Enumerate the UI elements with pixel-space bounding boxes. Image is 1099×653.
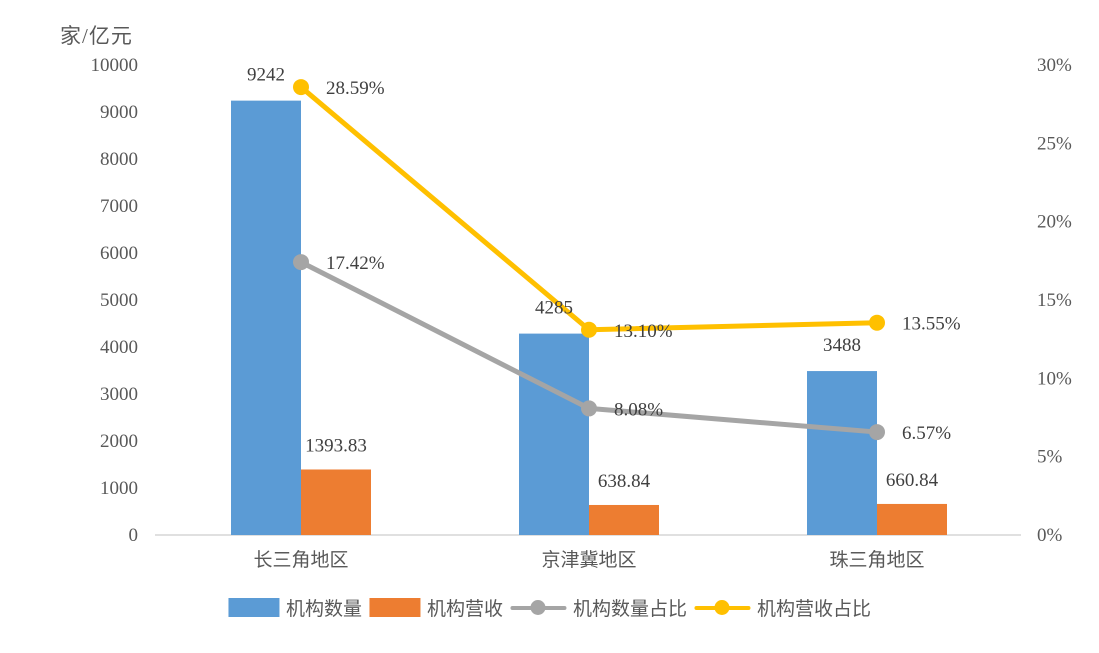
legend-label-institution-count: 机构数量 <box>285 599 362 620</box>
legend-line-dot <box>714 600 730 615</box>
point-institution-revenue-share-0 <box>293 79 309 96</box>
bar-institution-count-1 <box>519 333 589 535</box>
data-label-institution-count-share-2: 6.57% <box>902 423 951 444</box>
point-institution-revenue-share-2 <box>869 314 885 331</box>
legend-label-institution-revenue-share: 机构营收占比 <box>757 599 872 620</box>
category-label-2: 珠三角地区 <box>829 549 924 571</box>
bar-institution-revenue-0 <box>301 469 371 535</box>
left-axis-tick-10000: 10000 <box>91 55 139 76</box>
data-label-institution-count-share-0: 17.42% <box>326 253 385 274</box>
data-label-institution-count-1: 4285 <box>535 298 573 319</box>
right-axis-tick-10%: 10% <box>1037 368 1072 389</box>
legend-label-institution-count-share: 机构数量占比 <box>573 599 688 620</box>
right-axis-tick-25%: 25% <box>1037 133 1072 154</box>
legend-item-institution-count: 机构数量 <box>227 594 362 621</box>
bar-institution-revenue-1 <box>589 504 659 535</box>
legend-line-dot <box>530 600 545 615</box>
data-label-institution-revenue-2: 660.84 <box>886 470 939 491</box>
point-institution-count-share-0 <box>293 254 309 271</box>
left-axis-tick-2000: 2000 <box>100 431 138 452</box>
right-axis-tick-0%: 0% <box>1037 525 1063 546</box>
left-axis-tick-0: 0 <box>129 525 139 546</box>
left-axis-tick-7000: 7000 <box>100 196 138 217</box>
bar-institution-count-2 <box>807 371 877 535</box>
data-label-institution-revenue-share-1: 13.10% <box>614 321 673 342</box>
left-axis-tick-1000: 1000 <box>100 478 138 499</box>
right-axis-tick-20%: 20% <box>1037 212 1072 233</box>
data-label-institution-revenue-0: 1393.83 <box>305 435 367 456</box>
left-axis-tick-6000: 6000 <box>100 243 138 264</box>
bar-institution-count-0 <box>231 100 301 535</box>
legend-marker-institution-count-share <box>510 598 566 617</box>
line-institution-revenue-share <box>298 84 880 333</box>
data-label-institution-revenue-share-2: 13.55% <box>902 314 961 335</box>
right-axis-tick-30%: 30% <box>1037 55 1072 76</box>
data-label-institution-revenue-share-0: 28.59% <box>326 78 385 99</box>
left-axis-unit-label: 家/亿元 <box>60 24 133 48</box>
right-axis-tick-5%: 5% <box>1037 447 1063 468</box>
right-axis-tick-15%: 15% <box>1037 290 1072 311</box>
legend-swatch-institution-revenue <box>368 598 420 617</box>
legend-marker-institution-revenue-share <box>694 598 751 617</box>
legend-item-institution-revenue: 机构营收 <box>368 594 503 621</box>
left-axis-tick-9000: 9000 <box>100 102 138 123</box>
data-label-institution-count-2: 3488 <box>823 335 861 356</box>
bar-institution-revenue-2 <box>877 503 947 535</box>
left-axis-tick-3000: 3000 <box>100 384 138 405</box>
legend: 机构数量 机构营收 机构数量占比 机构营收占比 <box>227 594 871 621</box>
point-institution-count-share-1 <box>581 400 597 417</box>
left-axis-tick-5000: 5000 <box>100 290 138 311</box>
category-label-0: 长三角地区 <box>253 549 348 571</box>
legend-swatch-institution-count <box>227 598 279 617</box>
point-institution-count-share-2 <box>869 424 885 441</box>
data-label-institution-count-share-1: 8.08% <box>614 399 663 420</box>
data-label-institution-revenue-1: 638.84 <box>598 471 651 492</box>
point-institution-revenue-share-1 <box>581 321 597 338</box>
legend-label-institution-revenue: 机构营收 <box>426 599 503 620</box>
legend-item-institution-count-share: 机构数量占比 <box>510 594 687 621</box>
legend-item-institution-revenue-share: 机构营收占比 <box>694 594 871 621</box>
left-axis-tick-8000: 8000 <box>100 149 138 170</box>
category-label-1: 京津冀地区 <box>541 549 636 571</box>
data-label-institution-count-0: 9242 <box>247 65 285 86</box>
left-axis-tick-4000: 4000 <box>100 337 138 358</box>
